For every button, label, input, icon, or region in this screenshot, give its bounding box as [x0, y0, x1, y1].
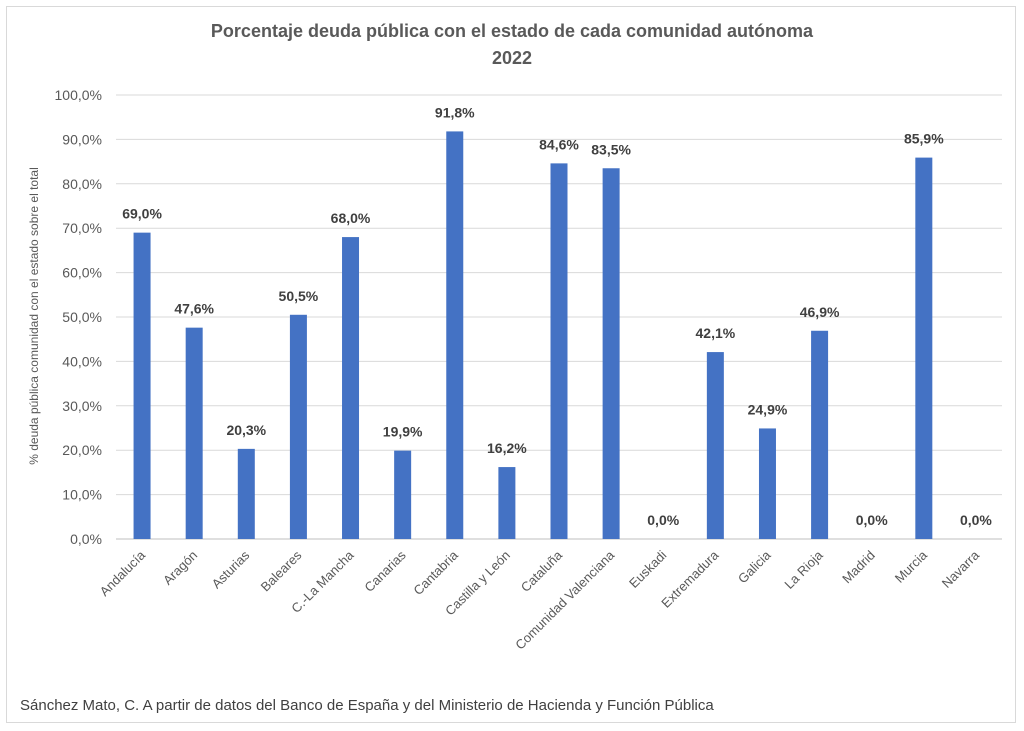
data-label: 20,3% [226, 422, 266, 438]
x-tick-label: Comunidad Valenciana [512, 547, 618, 653]
source-note: Sánchez Mato, C. A partir de datos del B… [20, 697, 714, 714]
x-tick-label: Galicia [735, 547, 774, 586]
x-tick-label: Andalucía [97, 547, 149, 599]
y-axis-label: % deuda pública comunidad con el estado … [27, 167, 41, 465]
x-tick-label: Murcia [892, 547, 931, 586]
bar [706, 352, 724, 539]
data-labels: 69,0% 47,6% 20,3% 50,5% 68,0% 19,9% 91,8% 16,2%… [122, 104, 992, 528]
data-label: 50,5% [279, 288, 319, 304]
bar [498, 467, 516, 539]
data-label: 19,9% [383, 424, 423, 440]
data-label: 46,9% [800, 304, 840, 320]
data-label: 84,6% [539, 136, 579, 152]
x-tick-label: Euskadi [626, 547, 669, 590]
y-tick-label: 10,0% [62, 487, 102, 503]
data-label: 47,6% [174, 301, 214, 317]
bars [133, 131, 933, 539]
bar [758, 428, 776, 539]
data-label: 42,1% [696, 325, 736, 341]
bar [550, 163, 568, 539]
bar [342, 237, 360, 539]
bar [394, 450, 412, 539]
x-tick-label: Cantabria [410, 547, 461, 598]
y-axis-ticks: 0,0% 10,0% 20,0% 30,0% 40,0% 50,0% 60,0% 70,0% 8… [55, 87, 102, 547]
chart-frame [6, 6, 1016, 723]
y-tick-label: 40,0% [62, 353, 102, 369]
x-tick-label: Aragón [160, 548, 200, 588]
y-tick-label: 80,0% [62, 176, 102, 192]
y-tick-label: 20,0% [62, 442, 102, 458]
y-tick-label: 70,0% [62, 220, 102, 236]
x-tick-label: Cataluña [518, 547, 566, 595]
data-label: 0,0% [647, 512, 679, 528]
y-tick-label: 100,0% [55, 87, 102, 103]
bar [811, 330, 829, 539]
x-tick-label: Asturias [209, 547, 253, 591]
data-label: 24,9% [748, 401, 788, 417]
bar [446, 131, 464, 539]
x-tick-label: Extremadura [658, 547, 722, 611]
x-tick-label: Baleares [258, 547, 305, 594]
data-label: 69,0% [122, 206, 162, 222]
data-label: 0,0% [856, 512, 888, 528]
x-tick-label: La Rioja [781, 547, 826, 592]
bar [289, 314, 307, 539]
x-tick-label: Navarra [939, 547, 983, 591]
data-label: 68,0% [331, 210, 371, 226]
x-tick-label: Madrid [839, 548, 878, 587]
y-tick-label: 50,0% [62, 309, 102, 325]
data-label: 83,5% [591, 141, 631, 157]
y-tick-label: 60,0% [62, 265, 102, 281]
bar [602, 168, 620, 539]
bar [915, 157, 933, 539]
bar [133, 232, 151, 539]
bar [237, 448, 255, 539]
bar [185, 327, 203, 539]
chart-subtitle: 2022 [491, 48, 533, 68]
x-tick-label: Canarias [361, 547, 409, 595]
y-tick-label: 0,0% [70, 531, 102, 547]
data-label: 16,2% [487, 440, 527, 456]
data-label: 91,8% [435, 104, 475, 120]
y-tick-label: 90,0% [62, 131, 102, 147]
y-tick-label: 30,0% [62, 398, 102, 414]
chart-title-block: Porcentaje deuda pública con el estado d… [0, 18, 1024, 72]
data-label: 0,0% [960, 512, 992, 528]
chart-title: Porcentaje deuda pública con el estado d… [210, 21, 814, 41]
data-label: 85,9% [904, 131, 944, 147]
